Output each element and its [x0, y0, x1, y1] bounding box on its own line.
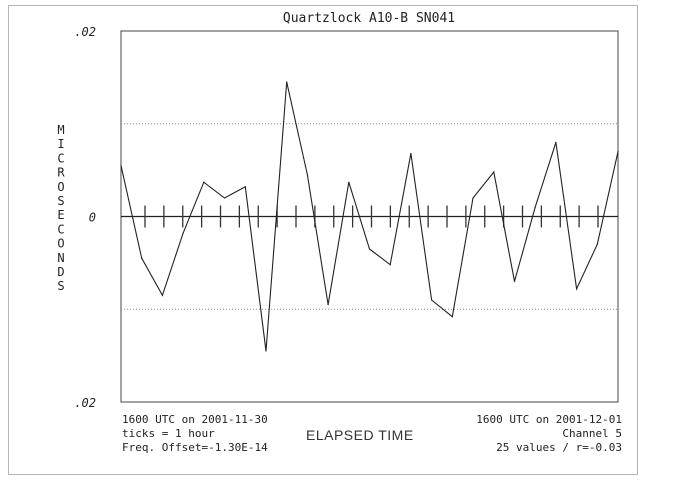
data-point-18 — [472, 197, 474, 199]
footer-right-line-3: 25 values / r=-0.03 — [496, 441, 622, 454]
data-point-16 — [431, 299, 433, 301]
data-point-19 — [493, 171, 495, 173]
data-point-10 — [306, 174, 308, 176]
y-label-letter-12: S — [57, 279, 64, 293]
data-point-13 — [368, 248, 371, 250]
y-label-letter-1: M — [57, 123, 64, 137]
data-point-5 — [203, 181, 205, 183]
x-axis-label: ELAPSED TIME — [306, 427, 414, 443]
footer-left-line-2: ticks = 1 hour — [122, 427, 215, 440]
data-point-20 — [513, 280, 516, 283]
y-label-letter-4: R — [57, 166, 65, 180]
data-point-12 — [348, 181, 350, 183]
x-ticks — [144, 205, 599, 228]
data-point-7 — [244, 186, 246, 188]
data-point-14 — [389, 264, 391, 266]
data-point-9 — [286, 81, 288, 83]
y-label-letter-5: O — [57, 180, 64, 194]
y-tick-label-2: 0 — [89, 211, 96, 225]
y-label-letter-2: I — [57, 137, 64, 151]
data-point-4 — [182, 232, 184, 234]
data-point-8 — [265, 350, 267, 352]
data-point-23 — [575, 288, 578, 290]
y-tick-labels: .02 0 .02 — [74, 25, 96, 410]
footer-left-line-1: 1600 UTC on 2001-11-30 — [122, 413, 268, 426]
y-label-letter-11: D — [57, 265, 64, 279]
series-line — [120, 81, 619, 352]
data-point-3 — [161, 294, 164, 296]
y-tick-label-3: .02 — [74, 396, 96, 410]
footer-left: 1600 UTC on 2001-11-30 ticks = 1 hour Fr… — [122, 413, 268, 455]
data-point-24 — [596, 243, 598, 245]
footer-right-line-1: 1600 UTC on 2001-12-01 — [476, 413, 622, 426]
data-point-22 — [555, 141, 557, 143]
y-label-letter-6: S — [57, 194, 64, 208]
data-point-25 — [617, 150, 619, 153]
chart-title: Quartzlock A10-B SN041 — [283, 11, 455, 26]
data-point-2 — [141, 257, 143, 259]
y-label-letter-9: O — [57, 237, 64, 251]
y-label-letter-10: N — [57, 251, 64, 265]
y-label-letter-8: C — [57, 222, 64, 236]
y-tick-label-1: .02 — [74, 25, 96, 39]
data-point-6 — [223, 197, 226, 199]
footer-right: 1600 UTC on 2001-12-01 Channel 5 25 valu… — [476, 413, 622, 455]
data-point-21 — [534, 206, 536, 208]
data-point-15 — [410, 152, 412, 155]
footer-left-line-3: Freq. Offset=-1.30E-14 — [122, 441, 268, 454]
y-label-letter-7: E — [57, 208, 64, 222]
data-point-17 — [451, 316, 453, 318]
data-point-1 — [120, 164, 122, 167]
footer-right-line-2: Channel 5 — [562, 427, 622, 440]
grid-lines — [121, 123, 618, 310]
data-point-11 — [327, 304, 329, 306]
y-label-letter-3: C — [57, 151, 64, 165]
chart-frame — [8, 5, 638, 475]
